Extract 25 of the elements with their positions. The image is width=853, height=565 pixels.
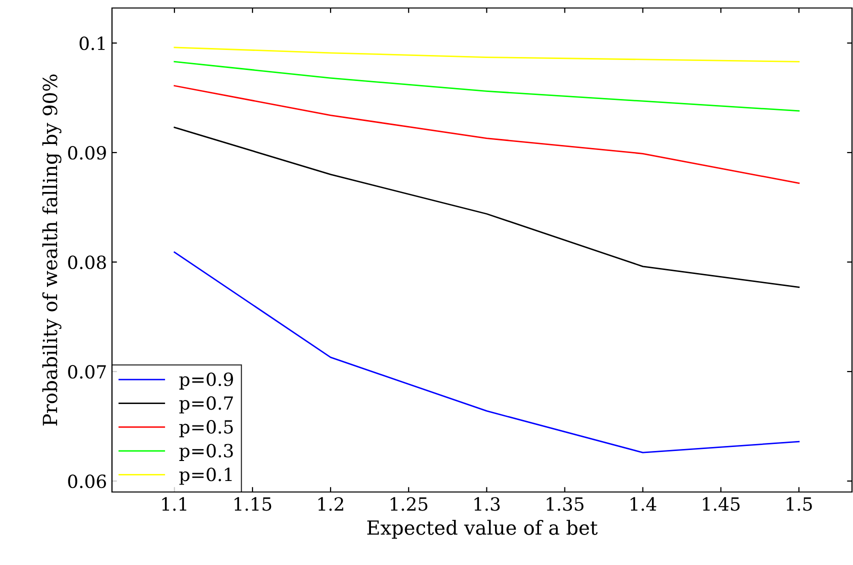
x-tick-label: 1.25	[390, 497, 428, 511]
line-series	[174, 60, 800, 112]
x-axis-title: Expected value of a bet	[367, 520, 598, 539]
legend-label: p=0.7	[179, 396, 233, 414]
legend-label: p=0.9	[179, 372, 233, 390]
y-axis-title: Probability of wealth falling by 90%	[42, 74, 62, 426]
y-tick-label: 0.09	[68, 146, 106, 160]
line-series	[174, 126, 800, 288]
x-tick-label: 1.5	[786, 497, 812, 511]
x-tick-label: 1.2	[318, 497, 344, 511]
y-tick-label: 0.06	[68, 474, 106, 488]
y-tick-label: 0.08	[68, 256, 106, 270]
legend-label: p=0.1	[179, 468, 232, 485]
legend-label: p=0.3	[179, 444, 233, 461]
x-tick-label: 1.35	[546, 497, 584, 511]
legend-label: p=0.5	[179, 420, 233, 438]
x-tick-label: 1.3	[474, 497, 500, 511]
y-tick-label: 0.07	[68, 365, 106, 379]
x-tick-label: 1.45	[702, 497, 740, 511]
x-tick-label: 1.1	[162, 497, 186, 511]
x-tick-label: 1.15	[234, 497, 272, 511]
x-tick-label: 1.4	[630, 497, 656, 511]
y-tick-label: 0.1	[80, 36, 105, 50]
line-series	[174, 46, 800, 62]
line-series	[174, 85, 800, 184]
